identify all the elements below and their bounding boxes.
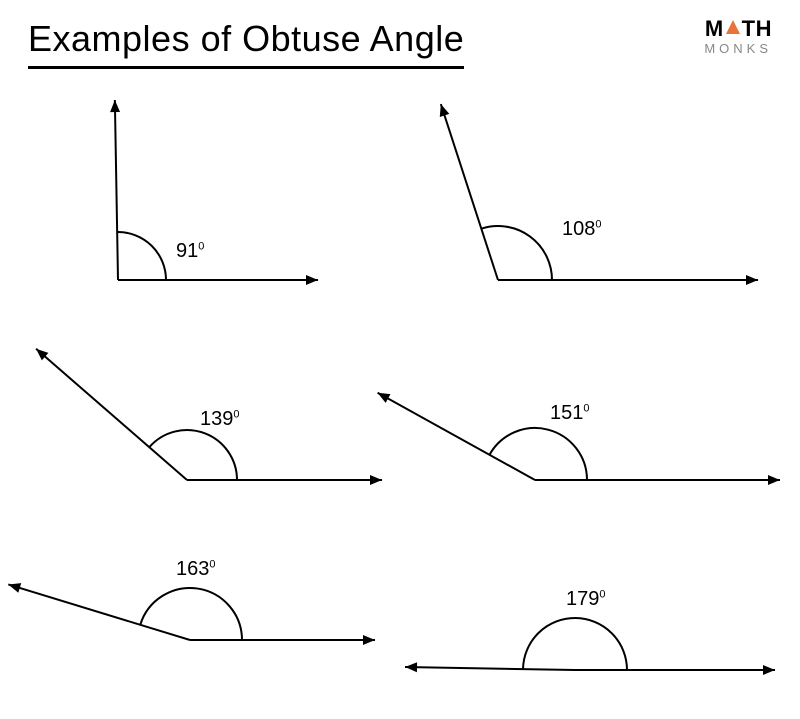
angle-label-a108: 1080 bbox=[562, 218, 602, 241]
angle-label-a151: 1510 bbox=[550, 402, 590, 425]
angle-label-a91: 910 bbox=[176, 240, 204, 263]
angle-label-a163: 1630 bbox=[176, 558, 216, 581]
diagram-canvas bbox=[0, 0, 800, 719]
angle-label-a139: 1390 bbox=[200, 408, 240, 431]
angle-label-a179: 1790 bbox=[566, 588, 606, 611]
